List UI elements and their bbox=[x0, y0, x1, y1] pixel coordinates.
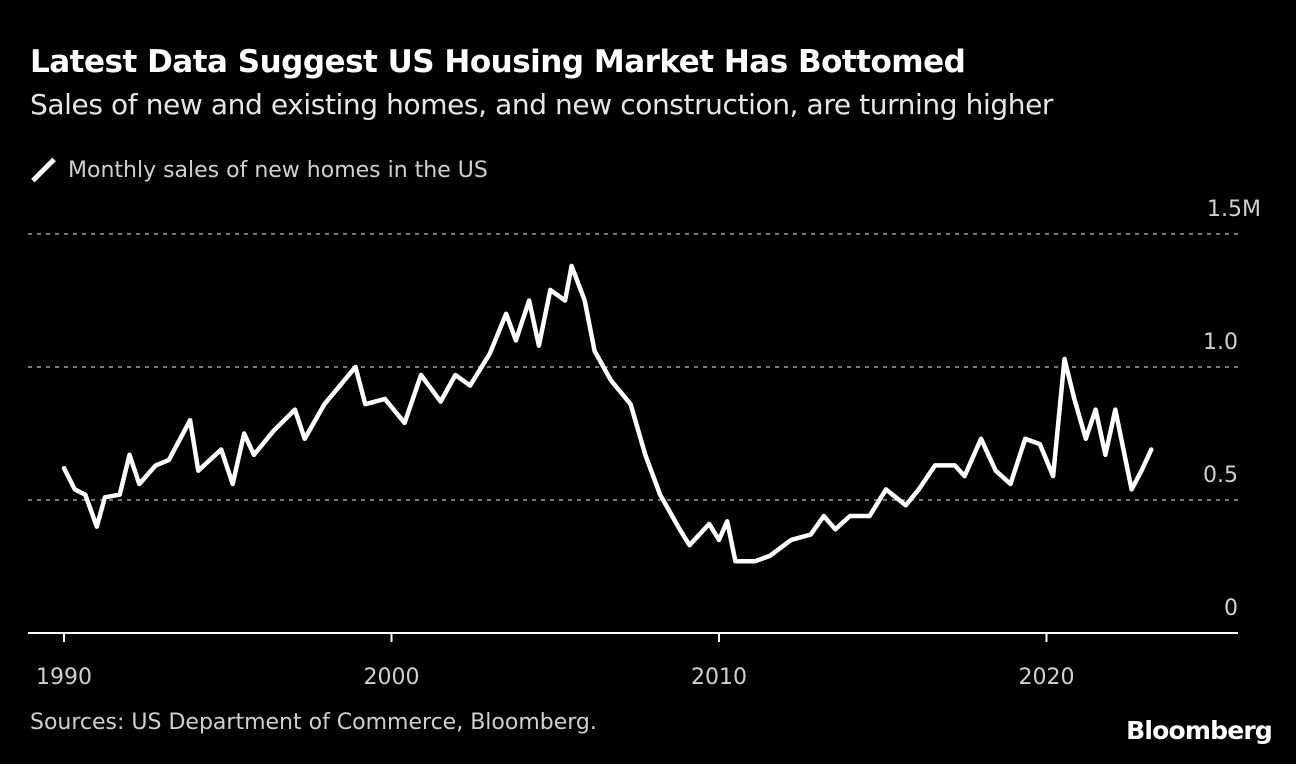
legend: Monthly sales of new homes in the US bbox=[30, 157, 488, 183]
y-tick-label: 1.0 bbox=[1203, 330, 1238, 355]
x-tick-label: 1990 bbox=[36, 665, 92, 690]
x-tick-label: 2000 bbox=[364, 665, 420, 690]
source-note: Sources: US Department of Commerce, Bloo… bbox=[30, 710, 597, 735]
chart-title: Latest Data Suggest US Housing Market Ha… bbox=[30, 44, 966, 80]
chart-subtitle: Sales of new and existing homes, and new… bbox=[30, 88, 1054, 121]
x-tick-label: 2010 bbox=[691, 665, 747, 690]
y-tick-label: 1.5M bbox=[1207, 197, 1261, 222]
y-tick-label: 0.5 bbox=[1203, 463, 1238, 488]
bloomberg-logo: Bloomberg bbox=[1126, 716, 1273, 745]
series-line bbox=[61, 263, 1154, 564]
legend-label: Monthly sales of new homes in the US bbox=[68, 157, 488, 183]
x-tick-label: 2020 bbox=[1019, 665, 1075, 690]
y-tick-label: 0 bbox=[1224, 596, 1238, 621]
